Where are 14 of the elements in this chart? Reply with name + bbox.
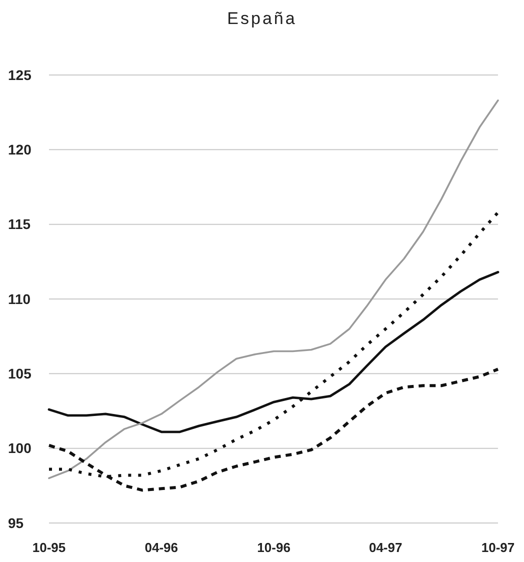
- y-tick-label: 105: [8, 366, 32, 382]
- y-tick-label: 115: [8, 216, 31, 232]
- y-tick-label: 95: [8, 514, 24, 531]
- x-tick-label: 04-97: [368, 540, 402, 555]
- x-tick-label: 10-96: [257, 540, 290, 555]
- x-tick-label: 04-96: [144, 540, 178, 555]
- y-tick-label: 120: [8, 142, 32, 158]
- chart-title: España: [227, 9, 297, 28]
- y-tick-label: 100: [8, 440, 32, 456]
- y-tick-label: 125: [8, 66, 32, 83]
- x-tick-label: 10-97: [481, 540, 515, 555]
- y-tick-label: 110: [8, 290, 31, 307]
- x-tick-label: 10-95: [32, 540, 66, 555]
- line-series: [48, 99, 499, 480]
